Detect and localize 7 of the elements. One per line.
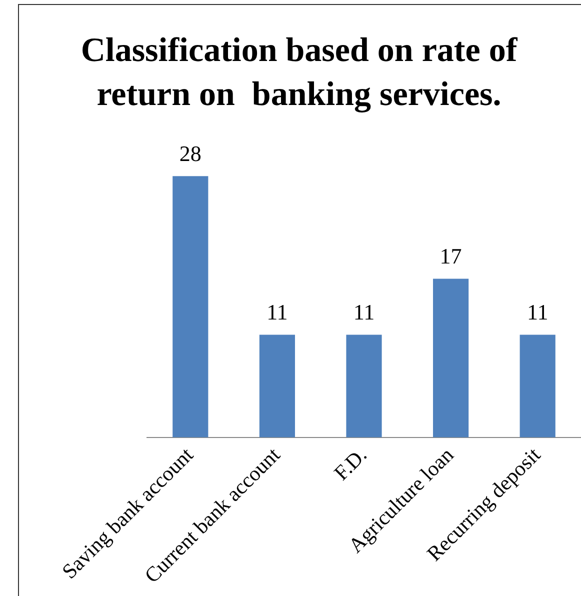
data-label: 11 xyxy=(353,299,375,324)
x-tick-label: F.D. xyxy=(329,442,372,485)
data-label: 11 xyxy=(266,299,288,324)
data-label: 17 xyxy=(440,244,462,268)
data-label: 11 xyxy=(527,299,548,324)
chart-title: Classification based on rate of return on banking services. xyxy=(80,31,518,115)
data-label: 28 xyxy=(179,140,202,166)
